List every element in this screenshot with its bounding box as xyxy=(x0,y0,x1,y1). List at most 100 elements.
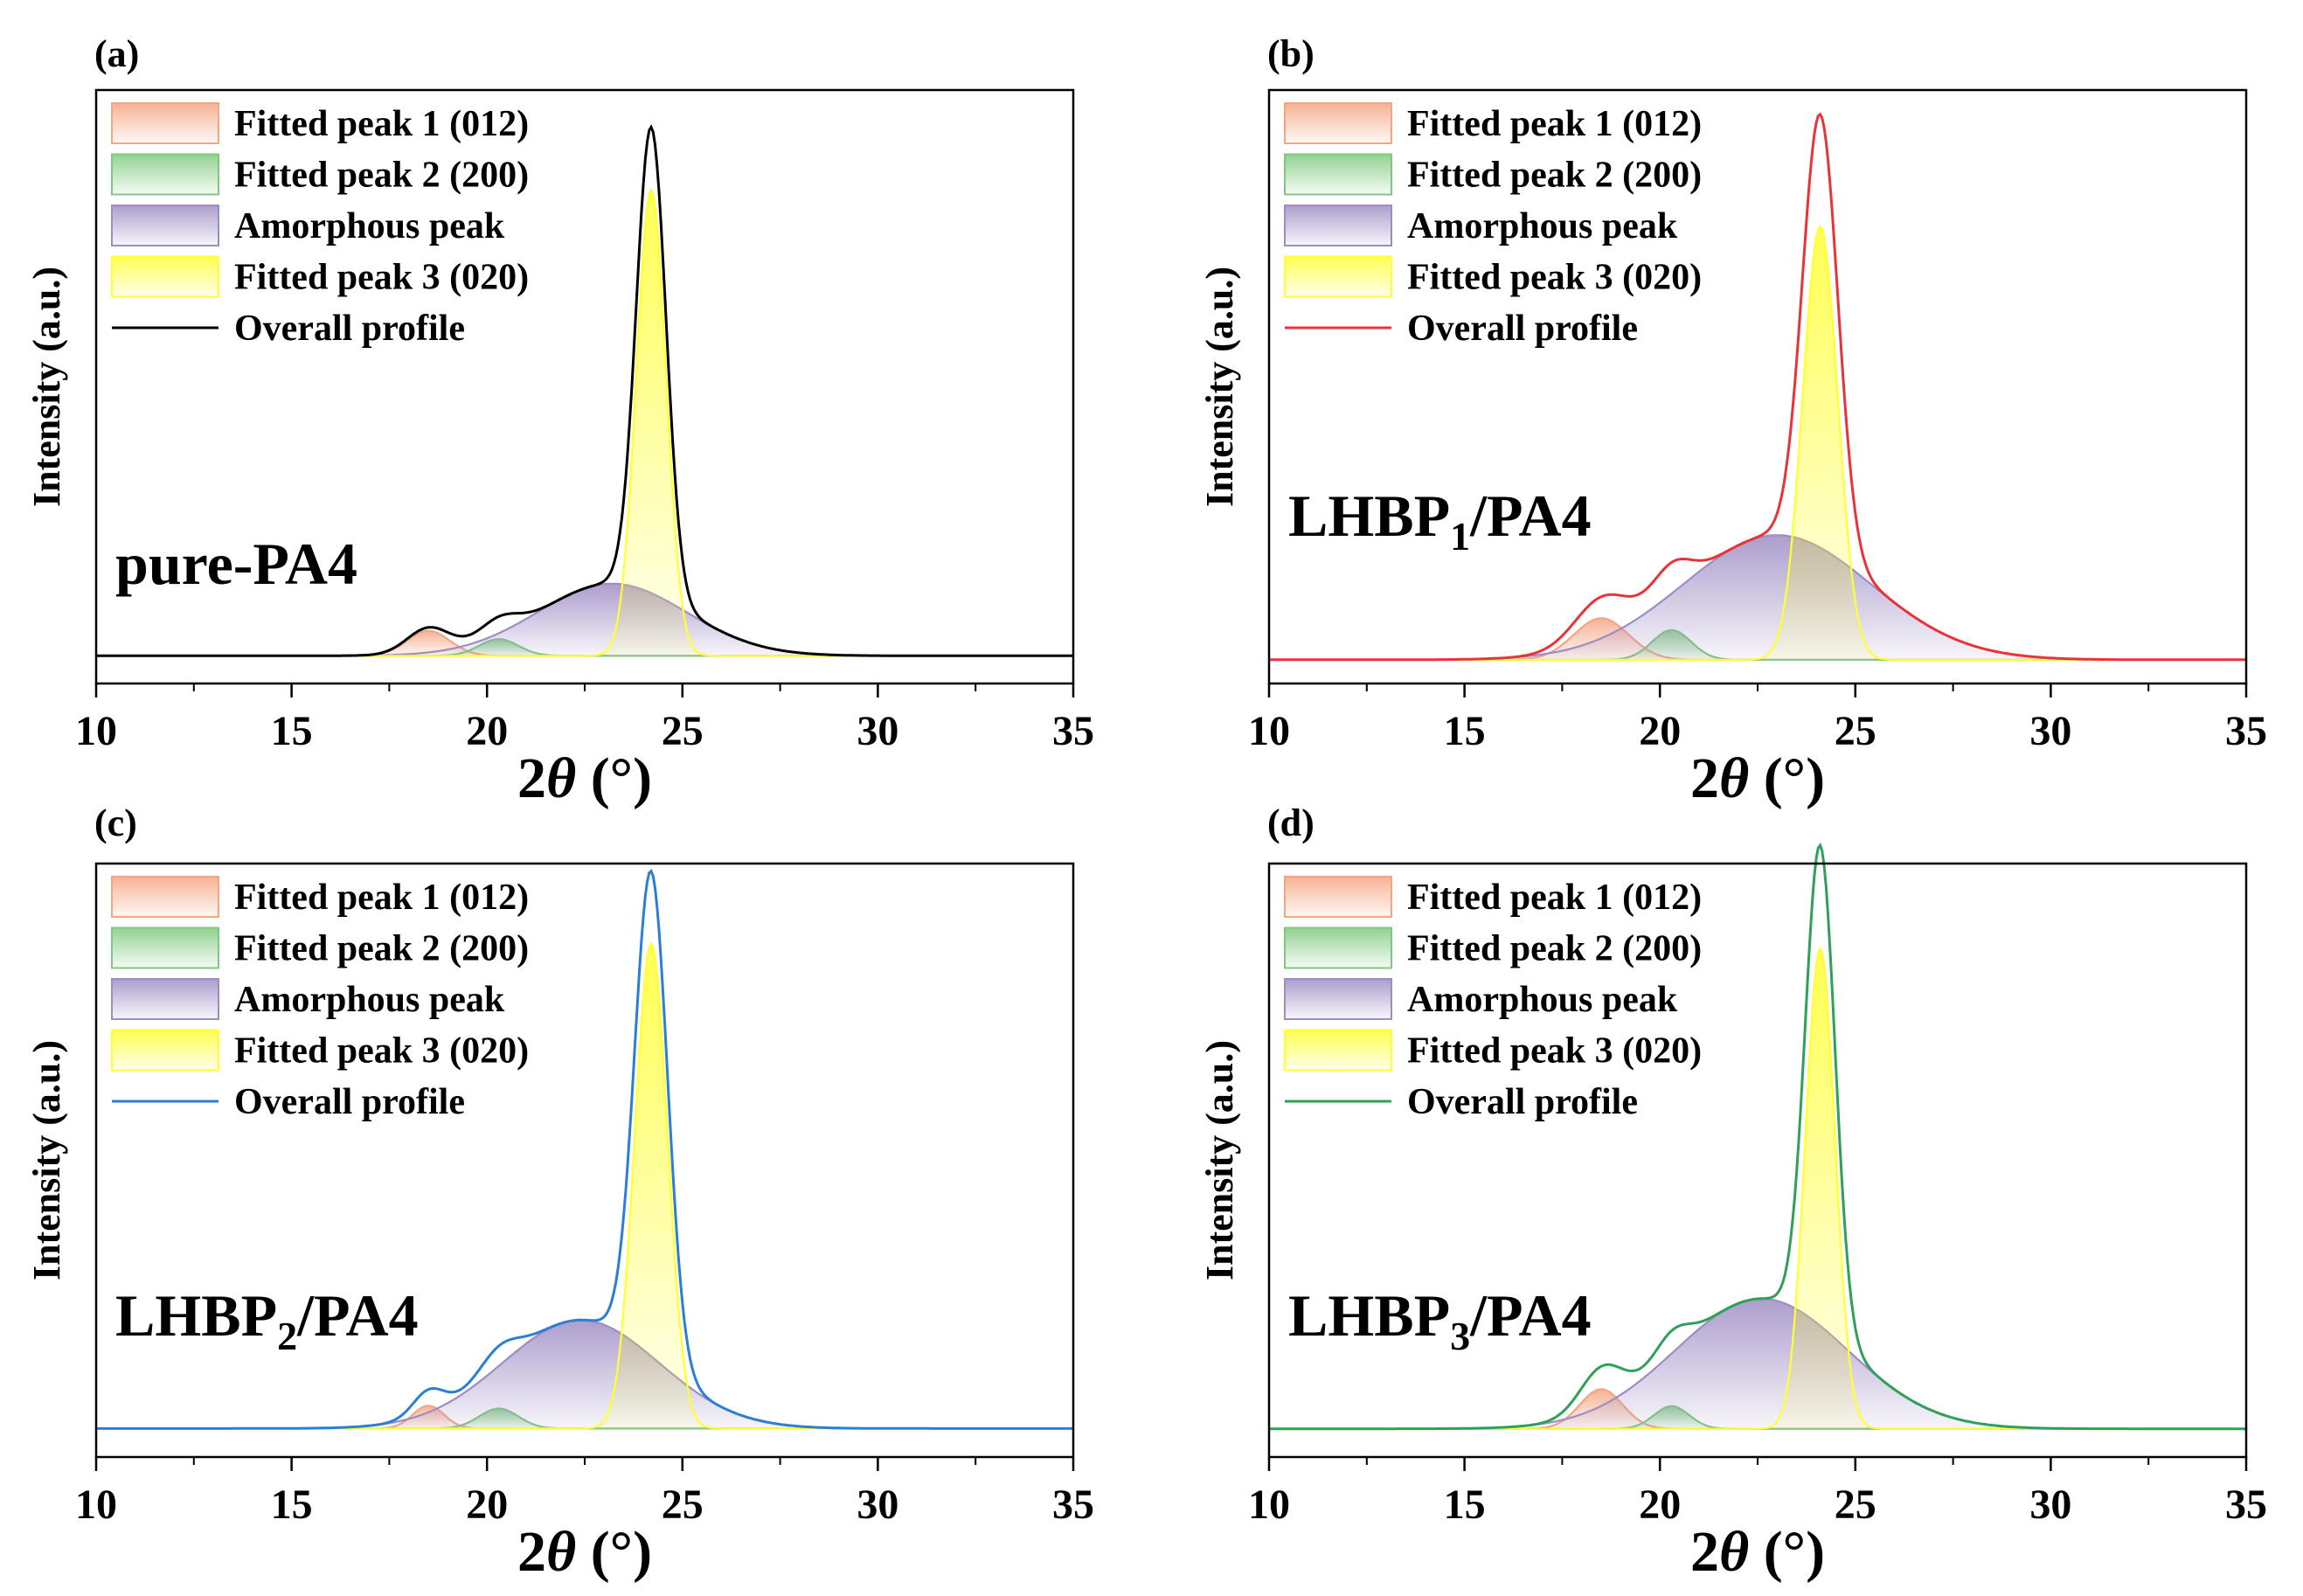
legend-item-am: Amorphous peak xyxy=(111,205,505,246)
x-tick-label: 30 xyxy=(857,708,898,754)
x-tick-label: 20 xyxy=(1639,1482,1681,1528)
panel-label: (c) xyxy=(94,801,137,844)
legend-item-p2: Fitted peak 2 (200) xyxy=(111,926,529,969)
legend-label: Fitted peak 3 (020) xyxy=(234,258,529,298)
legend-item-am: Amorphous peak xyxy=(1284,978,1678,1020)
x-tick-label: 15 xyxy=(271,1482,313,1528)
sample-label-subscript: 3 xyxy=(1450,1314,1470,1358)
legend-label: Fitted peak 2 (200) xyxy=(1407,156,1702,196)
legend-item-p3: Fitted peak 3 (020) xyxy=(1284,1029,1702,1072)
sample-label: LHBP2/PA4 xyxy=(115,1282,419,1358)
legend-label: Amorphous peak xyxy=(1407,206,1678,246)
panel-label: (b) xyxy=(1267,32,1315,75)
panel-label: (d) xyxy=(1267,801,1315,844)
legend-label: Fitted peak 3 (020) xyxy=(1407,258,1702,298)
legend-swatch-p1 xyxy=(111,876,219,918)
legend-item-p2: Fitted peak 2 (200) xyxy=(111,153,529,196)
x-tick-label: 35 xyxy=(1052,708,1094,754)
panel-d: (d) 10 15 20 25 30 35 2θ (°) Intensity (a.u.) Fit… xyxy=(1198,801,2267,1584)
x-axis-label: 2θ (°) xyxy=(517,746,652,810)
legend: Fitted peak 1 (012) Fitted peak 2 (200) Am… xyxy=(111,102,529,349)
x-tick-label: 10 xyxy=(1248,1482,1290,1528)
x-axis-label-prefix: 2 xyxy=(1690,746,1719,810)
legend-item-am: Amorphous peak xyxy=(1284,205,1678,246)
legend-swatch-am xyxy=(1284,205,1392,246)
sample-label: LHBP3/PA4 xyxy=(1288,1282,1592,1358)
legend-swatch-p3 xyxy=(1284,255,1392,298)
legend-label: Fitted peak 1 (012) xyxy=(1407,104,1702,144)
x-axis-label-theta: θ xyxy=(546,1520,576,1584)
legend-swatch-p2 xyxy=(1284,926,1392,969)
x-tick-label: 20 xyxy=(466,708,508,754)
legend-swatch-p1 xyxy=(1284,102,1392,144)
y-axis-label: Intensity (a.u.) xyxy=(25,267,68,507)
x-axis-label-prefix: 2 xyxy=(517,1520,546,1584)
x-axis-label-suffix: (°) xyxy=(1749,1520,1825,1584)
legend-label: Overall profile xyxy=(234,1082,465,1122)
legend-label: Overall profile xyxy=(234,309,465,349)
legend-label: Overall profile xyxy=(1407,309,1638,349)
legend-label: Overall profile xyxy=(1407,1082,1638,1122)
sample-label-main: LHBP xyxy=(1288,1282,1450,1349)
x-axis-label: 2θ (°) xyxy=(1690,746,1825,810)
legend-swatch-p2 xyxy=(111,926,219,969)
legend: Fitted peak 1 (012) Fitted peak 2 (200) Am… xyxy=(1284,876,1702,1122)
legend-label: Fitted peak 3 (020) xyxy=(1407,1031,1702,1072)
x-tick-label: 10 xyxy=(1248,708,1290,754)
sample-label-main: LHBP xyxy=(1288,482,1450,549)
sample-label-rest: /PA4 xyxy=(296,1282,419,1349)
x-tick-label: 35 xyxy=(1052,1482,1094,1528)
y-axis-label: Intensity (a.u.) xyxy=(25,1040,68,1280)
legend-item-p3: Fitted peak 3 (020) xyxy=(1284,255,1702,298)
legend-item-p2: Fitted peak 2 (200) xyxy=(1284,926,1702,969)
x-tick-label: 25 xyxy=(662,1482,704,1528)
legend-item-p1: Fitted peak 1 (012) xyxy=(1284,102,1702,144)
legend-item-p3: Fitted peak 3 (020) xyxy=(111,1029,529,1072)
x-tick-label: 35 xyxy=(2225,1482,2267,1528)
x-tick-label: 10 xyxy=(75,708,117,754)
sample-label: pure-PA4 xyxy=(115,531,357,597)
overall-profile-line xyxy=(1269,842,2246,1431)
legend-swatch-p3 xyxy=(111,255,219,298)
panel-b: (b) 10 15 20 25 30 35 2θ (°) Intensity (a.u.) Fit… xyxy=(1198,32,2267,810)
x-axis-label-prefix: 2 xyxy=(517,746,546,810)
legend-label: Amorphous peak xyxy=(234,980,505,1020)
legend-item-ov: Overall profile xyxy=(1285,1082,1638,1122)
legend-label: Fitted peak 2 (200) xyxy=(234,156,529,196)
legend-item-p1: Fitted peak 1 (012) xyxy=(1284,876,1702,918)
legend-item-ov: Overall profile xyxy=(112,309,465,349)
legend-item-p2: Fitted peak 2 (200) xyxy=(1284,153,1702,196)
component-fill-am xyxy=(1269,1298,2246,1429)
legend-item-am: Amorphous peak xyxy=(111,978,505,1020)
legend-item-ov: Overall profile xyxy=(112,1082,465,1122)
y-axis-label: Intensity (a.u.) xyxy=(1198,267,1241,507)
legend-label: Fitted peak 3 (020) xyxy=(234,1031,529,1072)
x-axis-label-suffix: (°) xyxy=(576,746,652,810)
sample-label-main: LHBP xyxy=(115,1282,277,1349)
legend-item-p1: Fitted peak 1 (012) xyxy=(111,876,529,918)
legend-item-ov: Overall profile xyxy=(1285,309,1638,349)
overall-profile-line xyxy=(96,869,1073,1430)
x-axis-label-theta: θ xyxy=(1719,1520,1749,1584)
x-tick-label: 35 xyxy=(2225,708,2267,754)
legend: Fitted peak 1 (012) Fitted peak 2 (200) Am… xyxy=(1284,102,1702,349)
legend-label: Fitted peak 2 (200) xyxy=(234,929,529,969)
legend-item-p1: Fitted peak 1 (012) xyxy=(111,102,529,144)
legend-label: Fitted peak 1 (012) xyxy=(234,104,529,144)
sample-label-subscript: 2 xyxy=(277,1314,297,1358)
x-tick-label: 30 xyxy=(2029,708,2071,754)
x-tick-label: 25 xyxy=(1835,1482,1876,1528)
legend-swatch-p3 xyxy=(1284,1029,1392,1072)
legend-label: Amorphous peak xyxy=(1407,980,1678,1020)
legend-swatch-p2 xyxy=(1284,153,1392,196)
legend-swatch-p1 xyxy=(1284,876,1392,918)
legend-label: Fitted peak 2 (200) xyxy=(1407,929,1702,969)
y-axis-label: Intensity (a.u.) xyxy=(1198,1040,1241,1280)
x-tick-label: 25 xyxy=(1835,708,1876,754)
x-tick-label: 20 xyxy=(466,1482,508,1528)
legend-swatch-am xyxy=(1284,978,1392,1020)
legend-swatch-p3 xyxy=(111,1029,219,1072)
x-axis-label: 2θ (°) xyxy=(517,1520,652,1584)
x-axis-label-theta: θ xyxy=(1719,746,1749,810)
legend-swatch-am xyxy=(111,205,219,246)
